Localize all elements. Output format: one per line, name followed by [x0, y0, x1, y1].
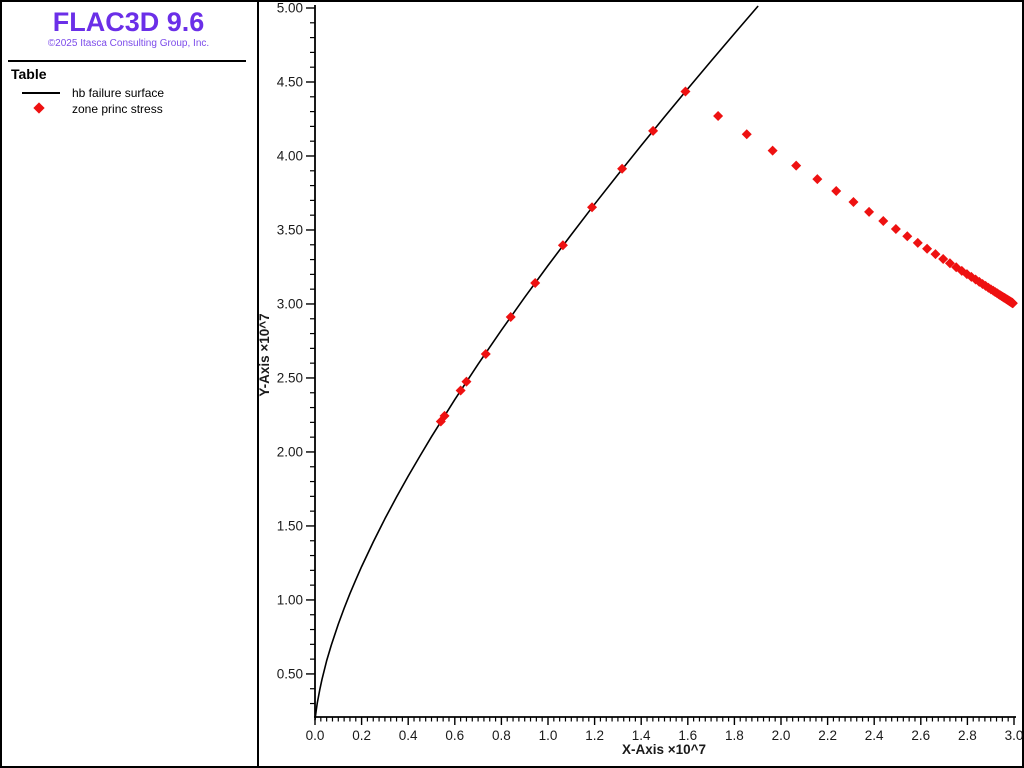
y-tick-label: 1.50	[277, 518, 303, 533]
x-tick-label: 0.4	[399, 728, 418, 743]
stress-point-marker	[922, 243, 933, 254]
y-tick-label: 1.00	[277, 592, 303, 607]
stress-point-marker	[713, 111, 724, 122]
app-title: FLAC3D 9.6	[52, 7, 205, 37]
stress-point-marker	[864, 206, 875, 217]
diamond-swatch-zone	[20, 101, 62, 117]
zone-princ-stress-markers	[435, 86, 1018, 427]
x-tick-label: 2.4	[865, 728, 884, 743]
x-tick-label: 2.0	[772, 728, 791, 743]
x-tick-label: 3.0	[1005, 728, 1024, 743]
stress-point-marker	[812, 174, 823, 185]
stress-point-marker	[530, 277, 541, 288]
x-tick-label: 2.8	[958, 728, 977, 743]
stress-point-marker	[505, 311, 516, 322]
y-tick-label: 4.50	[277, 74, 303, 89]
y-tick-label: 5.00	[277, 1, 303, 16]
stress-point-marker	[791, 160, 802, 171]
stress-point-marker	[439, 410, 450, 421]
y-tick-label: 0.50	[277, 666, 303, 681]
x-tick-label: 1.4	[632, 728, 651, 743]
stress-point-marker	[455, 385, 466, 396]
x-tick-label: 1.8	[725, 728, 744, 743]
x-tick-label: 0.6	[445, 728, 464, 743]
x-tick-label: 1.0	[539, 728, 558, 743]
stress-point-marker	[890, 223, 901, 234]
stress-point-marker	[648, 125, 659, 136]
stress-point-marker	[938, 253, 949, 264]
legend-item-label: zone princ stress	[72, 102, 163, 116]
y-tick-label: 2.50	[277, 370, 303, 385]
stress-point-marker	[767, 145, 778, 156]
x-axis-title: X-Axis ×10^7	[622, 742, 706, 757]
x-tick-label: 2.2	[818, 728, 837, 743]
hb-failure-surface-curve	[314, 5, 759, 721]
stress-point-marker	[680, 86, 691, 97]
legend-panel: FLAC3D 9.6 ©2025 Itasca Consulting Group…	[0, 0, 259, 768]
y-tick-label: 3.00	[277, 296, 303, 311]
x-tick-label: 2.6	[911, 728, 930, 743]
stress-point-marker	[557, 240, 568, 251]
stress-point-marker	[878, 215, 889, 226]
stress-point-marker	[912, 237, 923, 248]
line-sample-icon	[22, 92, 60, 94]
stress-point-marker	[831, 186, 842, 197]
stress-point-marker	[944, 258, 955, 269]
stress-point-marker	[587, 202, 598, 213]
legend-item-zone-princ-stress: zone princ stress	[0, 101, 257, 117]
y-tick-label: 3.50	[277, 222, 303, 237]
copyright-text: ©2025 Itasca Consulting Group, Inc.	[47, 38, 210, 49]
stress-point-marker	[741, 129, 752, 140]
legend-item-hb-failure-surface: hb failure surface	[0, 85, 257, 101]
y-tick-label: 4.00	[277, 148, 303, 163]
stress-point-marker	[930, 249, 941, 260]
x-tick-label: 1.2	[585, 728, 604, 743]
x-tick-label: 0.2	[352, 728, 371, 743]
stress-point-marker	[461, 376, 472, 387]
diamond-marker-icon	[33, 102, 45, 114]
x-tick-label: 0.8	[492, 728, 511, 743]
y-axis-title: Y-Axis ×10^7	[257, 313, 272, 396]
legend-divider	[8, 60, 246, 62]
y-tick-label: 2.00	[277, 444, 303, 459]
stress-point-marker	[1007, 298, 1018, 309]
x-tick-label: 1.6	[678, 728, 697, 743]
legend-item-label: hb failure surface	[72, 86, 165, 100]
line-swatch-zone	[20, 85, 62, 101]
legend-heading: Table	[11, 66, 47, 82]
x-tick-label: 0.0	[306, 728, 325, 743]
stress-point-marker	[480, 348, 491, 359]
stress-point-marker	[617, 163, 628, 174]
stress-point-marker	[902, 231, 913, 242]
stress-point-marker	[848, 197, 859, 208]
